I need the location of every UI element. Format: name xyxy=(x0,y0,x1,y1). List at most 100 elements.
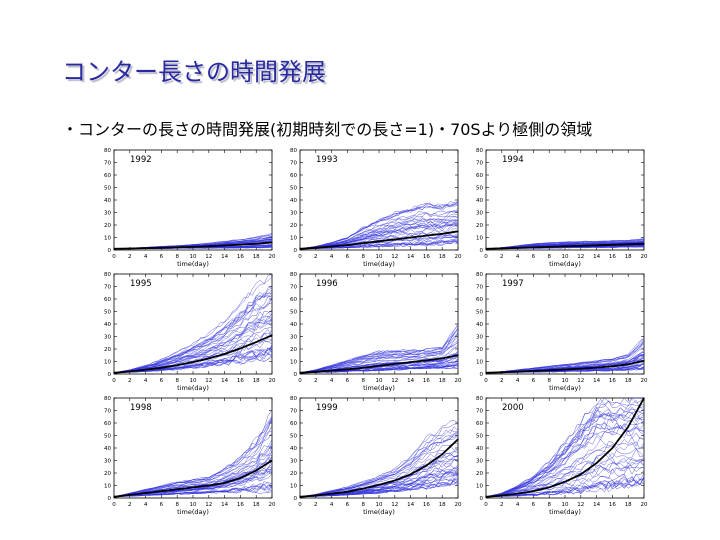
member-line xyxy=(299,203,459,250)
x-axis-label: time(day) xyxy=(177,508,209,516)
y-tick-label: 0 xyxy=(108,496,112,502)
mean-point xyxy=(160,367,162,369)
member-line xyxy=(299,209,459,250)
x-axis-label: time(day) xyxy=(177,260,209,268)
y-tick-label: 50 xyxy=(476,310,483,316)
mean-point xyxy=(501,494,503,497)
y-tick-label: 40 xyxy=(290,322,297,328)
x-tick-label: 8 xyxy=(547,378,551,384)
x-tick-label: 14 xyxy=(407,378,414,384)
mean-point xyxy=(192,361,194,363)
y-tick-label: 50 xyxy=(290,310,297,316)
mean-point xyxy=(224,244,226,247)
y-tick-label: 20 xyxy=(476,471,483,477)
y-tick-label: 40 xyxy=(104,198,111,204)
mean-point xyxy=(315,371,317,373)
x-tick-label: 2 xyxy=(314,378,318,384)
member-line xyxy=(299,344,459,374)
mean-point xyxy=(564,481,566,483)
x-axis-label: time(day) xyxy=(363,508,395,516)
y-tick-label: 40 xyxy=(104,322,111,328)
y-tick-label: 60 xyxy=(476,297,483,303)
x-tick-label: 0 xyxy=(484,378,488,384)
y-tick-label: 70 xyxy=(290,409,297,415)
x-tick-label: 10 xyxy=(190,502,197,508)
y-tick-label: 80 xyxy=(104,396,111,402)
mean-point xyxy=(378,484,380,486)
x-tick-label: 18 xyxy=(253,254,260,260)
mean-point xyxy=(346,491,348,493)
member-line xyxy=(485,241,645,250)
member-line xyxy=(113,355,273,374)
x-tick-label: 4 xyxy=(330,502,334,508)
y-tick-label: 20 xyxy=(290,471,297,477)
mean-point xyxy=(160,247,162,249)
x-tick-label: 10 xyxy=(562,378,569,384)
y-tick-label: 0 xyxy=(480,372,484,378)
mean-point xyxy=(224,353,226,355)
member-line xyxy=(299,432,459,498)
panel-year-label: 1993 xyxy=(316,155,338,165)
x-tick-label: 4 xyxy=(516,502,520,508)
x-tick-label: 4 xyxy=(516,254,520,260)
panel-year-label: 1996 xyxy=(316,279,338,289)
y-tick-label: 70 xyxy=(104,161,111,167)
mean-point xyxy=(611,244,614,246)
mean-point xyxy=(113,496,115,498)
x-tick-label: 8 xyxy=(361,502,365,508)
x-tick-label: 20 xyxy=(269,502,276,508)
mean-point xyxy=(394,238,396,240)
x-tick-label: 18 xyxy=(439,378,446,384)
x-tick-label: 16 xyxy=(423,378,430,384)
y-tick-label: 70 xyxy=(476,409,483,415)
x-tick-label: 16 xyxy=(609,502,616,508)
x-tick-label: 4 xyxy=(144,502,148,508)
y-tick-label: 50 xyxy=(290,434,297,440)
member-line xyxy=(113,277,273,374)
y-tick-label: 30 xyxy=(290,211,297,217)
member-line xyxy=(299,420,459,498)
mean-point xyxy=(378,240,380,242)
mean-point xyxy=(410,473,412,475)
x-tick-label: 6 xyxy=(532,502,536,508)
mean-point xyxy=(485,372,487,374)
mean-point xyxy=(501,371,503,373)
y-tick-label: 40 xyxy=(290,198,297,204)
y-tick-label: 20 xyxy=(476,223,483,229)
member-line xyxy=(299,210,459,250)
y-tick-label: 50 xyxy=(104,434,111,440)
x-tick-label: 2 xyxy=(500,254,504,260)
member-line xyxy=(485,238,644,250)
chart-panel-1993: 0 2 4 6 8 10 12 14 16 18 20 0 10 20 30 40 50 60 70 80 time(d… xyxy=(290,148,462,268)
mean-point xyxy=(457,230,459,232)
x-tick-label: 18 xyxy=(253,378,260,384)
member-line xyxy=(113,274,273,374)
y-tick-label: 30 xyxy=(290,335,297,341)
x-tick-label: 8 xyxy=(175,378,179,384)
x-tick-label: 4 xyxy=(330,378,334,384)
y-tick-label: 30 xyxy=(476,459,483,465)
x-tick-label: 6 xyxy=(160,378,164,384)
x-tick-label: 8 xyxy=(547,254,551,260)
member-line xyxy=(113,352,273,374)
y-tick-label: 10 xyxy=(476,360,483,366)
x-tick-label: 0 xyxy=(298,502,302,508)
x-tick-label: 12 xyxy=(577,378,584,384)
chart-panel-1995: 0 2 4 6 8 10 12 14 16 18 20 0 10 20 30 40 50 60 70 80 time(d… xyxy=(104,272,276,392)
y-tick-label: 80 xyxy=(104,148,111,154)
y-tick-label: 0 xyxy=(108,372,112,378)
mean-point xyxy=(643,397,645,399)
x-tick-label: 6 xyxy=(532,254,536,260)
mean-point xyxy=(176,364,178,366)
x-tick-label: 8 xyxy=(175,502,179,508)
x-tick-label: 10 xyxy=(376,254,383,260)
mean-point xyxy=(192,486,194,488)
x-axis-label: time(day) xyxy=(549,384,581,392)
chart-panel-1992: 0 2 4 6 8 10 12 14 16 18 20 0 10 20 30 40 50 60 70 80 time(d… xyxy=(104,148,276,268)
mean-point xyxy=(271,459,273,462)
panel-year-label: 1999 xyxy=(316,403,338,413)
member-line xyxy=(113,416,273,498)
x-tick-label: 14 xyxy=(221,378,228,384)
x-tick-label: 8 xyxy=(361,378,365,384)
